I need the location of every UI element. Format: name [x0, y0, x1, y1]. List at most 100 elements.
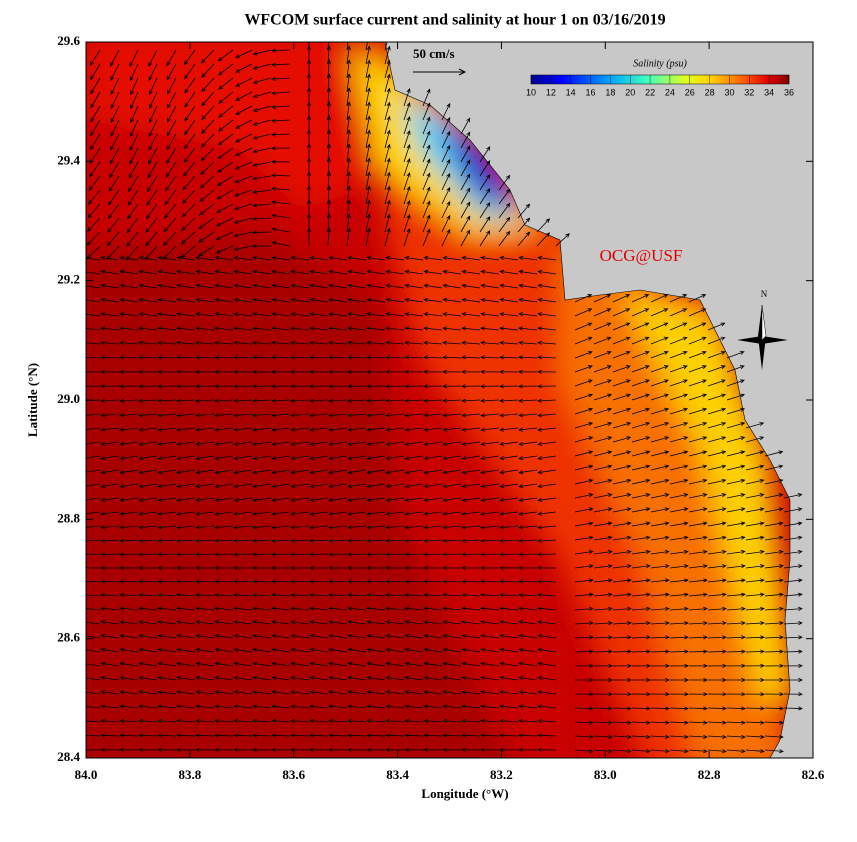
current-arrow — [198, 217, 215, 230]
current-arrow — [271, 132, 291, 137]
current-arrow — [650, 706, 670, 711]
current-arrow — [460, 229, 471, 247]
current-arrow — [233, 661, 253, 667]
current-arrow — [328, 690, 348, 695]
current-arrow — [461, 538, 481, 543]
current-arrow — [290, 326, 310, 331]
current-arrow — [366, 675, 386, 681]
current-arrow — [442, 369, 462, 374]
current-arrow — [479, 230, 491, 247]
current-arrow — [309, 647, 329, 653]
current-arrow — [252, 704, 272, 709]
current-arrow — [252, 718, 272, 723]
current-arrow — [688, 749, 708, 754]
current-arrow — [214, 579, 234, 584]
current-arrow — [182, 175, 196, 191]
current-arrow — [214, 413, 234, 418]
current-arrow — [309, 606, 329, 611]
current-arrow — [271, 62, 291, 67]
current-arrow — [89, 161, 101, 178]
current-arrow — [518, 413, 538, 418]
current-arrow — [669, 706, 689, 711]
current-arrow — [631, 663, 651, 668]
current-arrow — [480, 606, 500, 611]
current-arrow — [148, 49, 158, 67]
current-arrow — [148, 133, 158, 151]
y-tick-label: 28.6 — [57, 630, 80, 645]
current-arrow — [119, 269, 139, 275]
current-arrow — [707, 734, 727, 739]
current-arrow — [176, 718, 196, 723]
current-arrow — [403, 172, 411, 191]
current-arrow — [499, 733, 519, 738]
current-arrow — [328, 633, 348, 639]
current-arrow — [404, 690, 424, 695]
current-arrow — [783, 606, 803, 611]
current-arrow — [593, 493, 613, 499]
current-arrow — [271, 413, 291, 418]
current-arrow — [201, 63, 215, 78]
current-arrow — [195, 483, 215, 489]
current-arrow — [366, 326, 386, 331]
current-arrow — [176, 497, 196, 503]
current-arrow — [252, 77, 272, 84]
current-arrow — [366, 606, 386, 611]
current-arrow — [593, 450, 613, 457]
current-arrow — [271, 255, 291, 261]
current-arrow — [165, 175, 177, 192]
current-arrow — [346, 59, 351, 79]
current-arrow — [157, 690, 177, 695]
current-arrow — [518, 565, 538, 570]
current-arrow — [593, 621, 613, 626]
current-arrow — [119, 297, 139, 303]
current-arrow — [214, 704, 234, 709]
current-arrow — [499, 255, 519, 261]
current-arrow — [233, 704, 253, 709]
current-arrow — [574, 450, 594, 457]
current-arrow — [309, 704, 329, 709]
current-arrow — [233, 245, 253, 252]
current-arrow — [328, 592, 348, 598]
current-arrow — [328, 647, 348, 653]
current-arrow — [669, 322, 688, 331]
current-arrow — [157, 283, 177, 289]
current-arrow — [442, 312, 462, 317]
current-arrow — [574, 606, 594, 611]
current-arrow — [537, 413, 557, 418]
current-arrow — [537, 633, 557, 639]
current-arrow — [461, 369, 481, 374]
current-arrow — [404, 297, 424, 303]
current-arrow — [442, 283, 462, 289]
current-arrow — [574, 578, 594, 583]
current-arrow — [271, 90, 291, 96]
current-arrow — [688, 393, 708, 401]
current-arrow — [612, 749, 632, 754]
current-arrow — [90, 133, 101, 151]
current-arrow — [423, 675, 443, 681]
x-tick-label: 83.6 — [282, 767, 305, 782]
current-arrow — [688, 464, 708, 471]
current-arrow — [195, 283, 215, 289]
current-arrow — [536, 218, 551, 233]
current-arrow — [423, 269, 443, 275]
current-arrow — [537, 525, 557, 530]
current-arrow — [217, 133, 234, 146]
current-arrow — [537, 483, 557, 489]
current-arrow — [688, 521, 708, 527]
current-arrow — [726, 521, 746, 527]
current-arrow — [650, 450, 670, 457]
current-arrow — [612, 393, 632, 401]
current-arrow — [100, 552, 120, 557]
current-arrow — [195, 661, 215, 667]
current-arrow — [252, 733, 272, 738]
current-arrow — [290, 718, 310, 723]
current-arrow — [631, 749, 651, 754]
current-arrow — [480, 592, 500, 598]
current-arrow — [252, 747, 272, 752]
current-arrow — [688, 606, 708, 611]
current-arrow — [461, 413, 481, 418]
current-arrow — [669, 606, 689, 611]
y-tick-label: 29.6 — [57, 33, 80, 48]
current-arrow — [100, 675, 120, 681]
current-arrow — [631, 322, 650, 331]
